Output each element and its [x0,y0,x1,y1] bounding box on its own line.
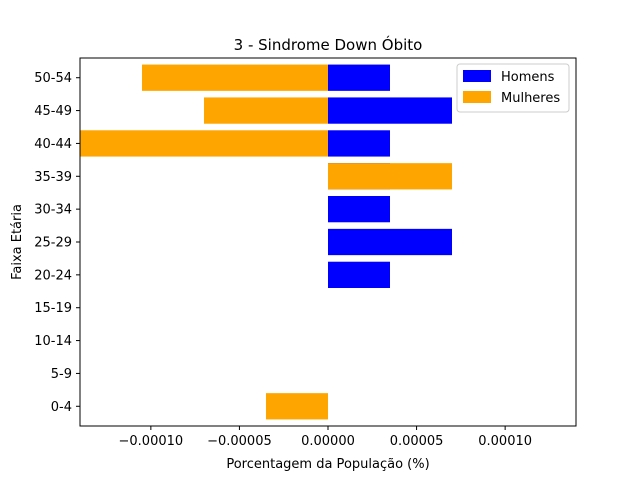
y-tick-label: 15-19 [34,301,72,316]
x-tick-label: −0.00010 [119,434,184,449]
bar-mulheres-35-39 [328,163,452,190]
bar-homens-30-34 [328,196,390,223]
y-tick-label: 20-24 [34,268,72,283]
bar-homens-45-49 [328,97,452,124]
bar-homens-25-29 [328,228,452,256]
y-tick-label: 45-49 [34,104,72,119]
x-tick-label: 0.00000 [301,434,355,449]
x-tick-label: 0.00005 [390,434,444,449]
bars-layer [80,64,452,420]
y-tick-label: 0-4 [51,400,72,415]
bar-mulheres-45-49 [204,97,328,124]
bar-mulheres-0-4 [266,393,328,420]
bar-mulheres-40-44 [80,130,328,157]
y-tick-label: 30-34 [34,203,72,218]
bar-homens-20-24 [328,261,390,288]
y-tick-label: 35-39 [34,170,72,185]
chart-title: 3 - Sindrome Down Óbito [234,35,423,54]
y-tick-label: 40-44 [34,137,72,152]
bar-mulheres-50-54 [142,64,328,91]
y-tick-label: 25-29 [34,236,72,251]
x-tick-label: 0.00010 [478,434,532,449]
y-axis-ticks: 0-4 5-9 10-14 15-19 20-24 25-29 30-34 35-39 40-4… [34,71,80,415]
bar-homens-40-44 [328,130,390,157]
legend-swatch-mulheres [463,91,491,103]
x-axis-title: Porcentagem da População (%) [226,457,429,472]
x-axis-ticks: −0.00010 −0.00005 0.00000 0.00005 0.00010 [119,426,532,449]
bar-homens-50-54 [328,64,390,91]
x-tick-label: −0.00005 [207,434,272,449]
legend-swatch-homens [463,70,491,82]
legend: Homens Mulheres [456,63,570,113]
y-tick-label: 10-14 [34,334,72,349]
y-axis-title: Faixa Etária [10,204,25,280]
legend-label-homens: Homens [501,70,555,85]
y-tick-label: 5-9 [51,367,72,382]
legend-label-mulheres: Mulheres [501,91,560,106]
y-tick-label: 50-54 [34,71,72,86]
